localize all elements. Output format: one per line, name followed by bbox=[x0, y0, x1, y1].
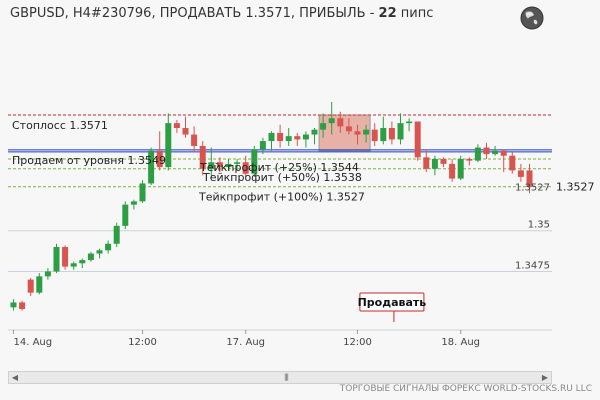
candle-body bbox=[53, 247, 60, 272]
candle-body bbox=[363, 129, 370, 135]
candle-body bbox=[139, 183, 146, 202]
candle-body bbox=[457, 158, 464, 179]
x-tick-label: 18. Aug bbox=[441, 337, 480, 348]
candle-body bbox=[354, 131, 361, 135]
candle-body bbox=[156, 150, 163, 168]
current-price-label: 1.3527 bbox=[556, 181, 595, 194]
candle-body bbox=[440, 158, 447, 164]
y-tick-label: 1.35 bbox=[528, 220, 550, 231]
candle-body bbox=[182, 128, 189, 135]
candle-body bbox=[199, 145, 206, 169]
candle-body bbox=[388, 128, 395, 140]
candle-body bbox=[380, 128, 387, 142]
candle-body bbox=[414, 121, 421, 158]
signal-flag-label: Продавать bbox=[358, 296, 427, 309]
candle-body bbox=[191, 134, 198, 146]
candle-body bbox=[423, 157, 430, 169]
chart-scrollbar[interactable]: ◀ ||| ▶ bbox=[8, 371, 552, 384]
chart-title: GBPUSD, H4#230796, ПРОДАВАТЬ 1.3571, ПРИ… bbox=[10, 6, 433, 21]
x-tick-label: 17. Aug bbox=[226, 337, 265, 348]
x-tick-label: 12:00 bbox=[343, 337, 372, 348]
scroll-right-icon[interactable]: ▶ bbox=[541, 373, 549, 382]
stoploss-label: Стоплосс 1.3571 bbox=[12, 119, 108, 132]
globe-icon[interactable] bbox=[520, 6, 544, 30]
signal-flag-box bbox=[359, 292, 425, 312]
candle-body bbox=[517, 170, 524, 177]
candle-body bbox=[337, 118, 344, 127]
candle-body bbox=[345, 126, 352, 132]
candle-body bbox=[36, 276, 43, 293]
tp100-label: Тейкпрофит (+100%) 1.3527 bbox=[198, 191, 365, 204]
candle-body bbox=[242, 162, 249, 174]
candle-body bbox=[397, 123, 404, 140]
candle-body bbox=[173, 123, 180, 129]
candle-body bbox=[302, 134, 309, 140]
scroll-thumb[interactable]: ||| bbox=[283, 373, 289, 381]
candle-body bbox=[234, 162, 241, 164]
y-tick-label: 1.3475 bbox=[515, 260, 550, 271]
candle-body bbox=[225, 163, 232, 168]
candle-body bbox=[526, 170, 533, 187]
candle-body bbox=[449, 163, 456, 179]
candle-body bbox=[251, 149, 258, 174]
entry-zone-rect bbox=[318, 114, 371, 152]
candle-body bbox=[148, 150, 155, 184]
current-price-inner-label: 1.3527 bbox=[515, 183, 550, 194]
plot-area bbox=[8, 40, 552, 322]
candle-body bbox=[87, 253, 94, 261]
candle-body bbox=[466, 158, 473, 161]
candle-body bbox=[216, 162, 223, 168]
candle-body bbox=[431, 158, 438, 169]
entry-label: Продаем от уровня 1.3549 bbox=[12, 154, 166, 167]
chart-title-profit: 22 bbox=[378, 6, 397, 21]
candle-body bbox=[113, 225, 120, 244]
candle-body bbox=[509, 155, 516, 171]
candle-body bbox=[406, 121, 413, 124]
candle-body bbox=[19, 302, 26, 309]
chart-header: GBPUSD, H4#230796, ПРОДАВАТЬ 1.3571, ПРИ… bbox=[0, 0, 600, 40]
candle-body bbox=[165, 123, 172, 168]
tp25-label: Тейкпрофит (+25%) 1.3544 bbox=[199, 161, 359, 174]
candle-body bbox=[208, 162, 215, 169]
candle-body bbox=[371, 129, 378, 142]
tp50-label: Тейкпрофит (+50%) 1.3538 bbox=[202, 171, 362, 184]
candle-body bbox=[130, 201, 137, 205]
footer-credit: ТОРГОВЫЕ СИГНАЛЫ ФОРЕКС WORLD-STOCKS.RU … bbox=[339, 384, 592, 394]
candle-body bbox=[277, 132, 284, 142]
candle-body bbox=[294, 136, 301, 140]
scroll-left-icon[interactable]: ◀ bbox=[11, 373, 19, 382]
candle-body bbox=[259, 141, 266, 150]
candle-body bbox=[492, 150, 499, 155]
candle-body bbox=[62, 247, 69, 267]
candle-body bbox=[268, 132, 275, 142]
candle-body bbox=[27, 279, 34, 293]
candle-body bbox=[44, 271, 51, 277]
candle-body bbox=[10, 302, 17, 308]
candle-body bbox=[105, 243, 112, 251]
x-tick-label: 12:00 bbox=[128, 337, 157, 348]
candle-body bbox=[500, 150, 507, 156]
candle-body bbox=[320, 123, 327, 130]
chart-title-prefix: GBPUSD, H4#230796, ПРОДАВАТЬ 1.3571, ПРИ… bbox=[10, 6, 379, 21]
candle-body bbox=[79, 260, 86, 264]
candle-body bbox=[70, 263, 77, 267]
candle-body bbox=[328, 118, 335, 124]
candle-body bbox=[311, 129, 318, 135]
candle-body bbox=[122, 204, 129, 226]
candle-body bbox=[285, 136, 292, 142]
candle-body bbox=[483, 147, 490, 155]
candle-body bbox=[96, 250, 103, 254]
candle-body bbox=[474, 147, 481, 161]
x-tick-label: 14. Aug bbox=[14, 337, 53, 348]
chart-title-suffix: пипс bbox=[396, 6, 434, 21]
